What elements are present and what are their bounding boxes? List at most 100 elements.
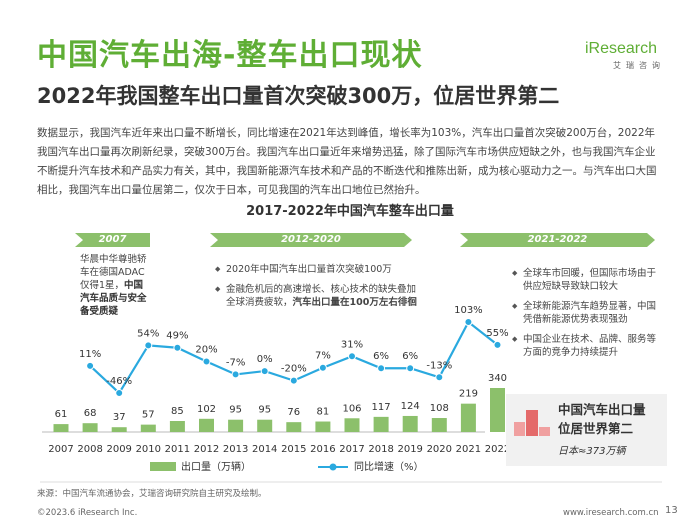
x-tick-label: 2019 bbox=[397, 444, 422, 455]
note-item: 2020年中国汽车出口量首次突破100万 bbox=[215, 263, 420, 276]
x-tick-label: 2014 bbox=[252, 444, 277, 455]
line-value-label: 54% bbox=[137, 328, 159, 339]
bar-2012 bbox=[199, 418, 214, 432]
bar-value-label: 95 bbox=[229, 405, 242, 416]
line-value-label: 31% bbox=[341, 339, 363, 350]
x-tick-label: 2021 bbox=[456, 444, 481, 455]
period-label-2012-2020: 2012-2020 bbox=[210, 233, 412, 247]
bar-value-label: 85 bbox=[171, 406, 184, 417]
bar-value-label: 37 bbox=[113, 412, 126, 423]
x-tick-label: 2009 bbox=[106, 444, 131, 455]
bar-2010 bbox=[140, 424, 156, 432]
line-value-label: 20% bbox=[195, 345, 217, 356]
bar-2009 bbox=[111, 427, 127, 432]
legend-swatch-bar bbox=[150, 462, 176, 471]
footer-site: www.iresearch.com.cn bbox=[563, 508, 659, 518]
note-item: 全球车市回暖，但国际市场由于供应短缺导致缺口较大 bbox=[512, 267, 662, 293]
bar-2019 bbox=[402, 415, 418, 432]
x-tick-label: 2007 bbox=[48, 444, 73, 455]
line-value-label: 7% bbox=[315, 351, 331, 362]
line-point-2014 bbox=[260, 367, 269, 376]
bar-value-label: 106 bbox=[342, 403, 361, 414]
x-tick-label: 2018 bbox=[368, 444, 393, 455]
bar-value-label: 68 bbox=[84, 408, 97, 419]
note-item: 金融危机后的高速增长、核心技术的缺失叠加全球消费疲软，汽车出口量在100万左右徘… bbox=[215, 283, 420, 309]
iresearch-logo: iResearch 艾瑞咨询 bbox=[585, 40, 665, 71]
bar-2021 bbox=[460, 403, 476, 432]
source-note: 来源：中国汽车流通协会，艾瑞咨询研究院自主研究及绘制。 bbox=[37, 489, 267, 499]
line-value-label: 103% bbox=[454, 305, 483, 316]
period-label-2007: 2007 bbox=[75, 233, 150, 247]
x-tick-label: 2008 bbox=[77, 444, 102, 455]
x-tick-label: 2012 bbox=[194, 444, 219, 455]
line-value-label: 55% bbox=[486, 328, 508, 339]
legend-swatch-marker bbox=[329, 463, 337, 471]
bar-value-label: 108 bbox=[430, 403, 449, 414]
logo-text: iResearch bbox=[585, 40, 658, 57]
bar-2015 bbox=[286, 422, 302, 432]
line-point-2018 bbox=[377, 364, 386, 373]
x-tick-label: 2016 bbox=[310, 444, 335, 455]
notes-2012-2020: 2020年中国汽车出口量首次突破100万 金融危机后的高速增长、核心技术的缺失叠… bbox=[215, 263, 420, 316]
rank-badge: 中国汽车出口量 位居世界第二 日本≈373万辆 bbox=[506, 394, 667, 466]
bar-2016 bbox=[315, 421, 331, 432]
bar-2020 bbox=[431, 418, 447, 432]
line-point-2009 bbox=[115, 389, 124, 397]
line-value-label: 49% bbox=[166, 331, 188, 342]
footer-copyright: ©2023.6 iResearch Inc. bbox=[37, 508, 138, 518]
x-tick-label: 2020 bbox=[427, 444, 452, 455]
bar-2022 bbox=[490, 388, 505, 432]
note-item-bold: 汽车出口量在100万左右徘徊 bbox=[292, 297, 417, 308]
badge-line2: 位居世界第二 bbox=[558, 421, 634, 436]
line-value-label: 6% bbox=[402, 351, 418, 362]
badge-line1: 中国汽车出口量 bbox=[558, 402, 646, 417]
note-2007-plain: 华晨中华尊驰轿车在德国ADAC仅得1星， bbox=[80, 254, 147, 291]
note-item: 全球新能源汽车趋势显著，中国凭借新能源优势表现强劲 bbox=[512, 300, 662, 326]
badge-title: 中国汽车出口量 位居世界第二 bbox=[558, 400, 663, 438]
x-tick-label: 2010 bbox=[136, 444, 161, 455]
bar-2014 bbox=[257, 419, 273, 432]
bar-value-label: 76 bbox=[287, 407, 300, 418]
line-point-2012 bbox=[202, 357, 211, 366]
bar-value-label: 340 bbox=[488, 373, 507, 384]
bar-value-label: 81 bbox=[317, 407, 330, 418]
bar-2011 bbox=[169, 421, 185, 432]
bar-2013 bbox=[228, 419, 244, 432]
line-value-label: 0% bbox=[257, 354, 273, 365]
line-point-2017 bbox=[348, 352, 356, 361]
x-tick-label: 2017 bbox=[339, 444, 364, 455]
notes-2021-2022: 全球车市回暖，但国际市场由于供应短缺导致缺口较大 全球新能源汽车趋势显著，中国凭… bbox=[512, 267, 662, 366]
page-number: 13 bbox=[665, 505, 678, 516]
bar-value-label: 124 bbox=[401, 401, 420, 412]
legend: 出口量（万辆） 同比增速（%） bbox=[150, 460, 424, 473]
line-point-2010 bbox=[144, 341, 153, 350]
bar-value-label: 117 bbox=[372, 402, 391, 413]
line-value-label: 6% bbox=[373, 351, 389, 362]
bar-2007 bbox=[53, 424, 69, 432]
bar-value-label: 102 bbox=[197, 404, 216, 415]
page-subtitle: 2022年我国整车出口量首次突破300万，位居世界第二 bbox=[37, 84, 560, 108]
line-point-2016 bbox=[318, 363, 327, 372]
note-item: 中国企业在技术、品牌、服务等方面的竞争力持续提升 bbox=[512, 333, 662, 359]
bar-value-label: 61 bbox=[55, 409, 68, 420]
x-tick-label: 2011 bbox=[165, 444, 190, 455]
line-point-2020 bbox=[435, 373, 444, 382]
page-title: 中国汽车出海-整车出口现状 bbox=[37, 38, 423, 73]
note-item-text: 金融危机后的高速增长、核心技术的缺失叠加全球消费疲软， bbox=[226, 284, 417, 308]
line-point-2015 bbox=[289, 376, 298, 385]
line-point-2019 bbox=[406, 364, 415, 373]
line-point-2013 bbox=[231, 370, 240, 379]
legend-label-line: 同比增速（%） bbox=[354, 460, 424, 473]
x-tick-label: 2013 bbox=[223, 444, 248, 455]
note-2007: 华晨中华尊驰轿车在德国ADAC仅得1星，中国汽车品质与安全备受质疑 bbox=[80, 253, 150, 318]
line-value-label: -7% bbox=[226, 357, 245, 368]
line-value-label: -20% bbox=[281, 364, 307, 375]
line-value-label: 11% bbox=[79, 349, 101, 360]
line-point-2008 bbox=[86, 361, 95, 370]
badge-foot: 日本≈373万辆 bbox=[558, 446, 626, 457]
bar-2017 bbox=[344, 418, 360, 432]
bar-value-label: 219 bbox=[459, 389, 478, 400]
bar-value-label: 95 bbox=[258, 405, 271, 416]
podium-icon bbox=[514, 406, 552, 436]
